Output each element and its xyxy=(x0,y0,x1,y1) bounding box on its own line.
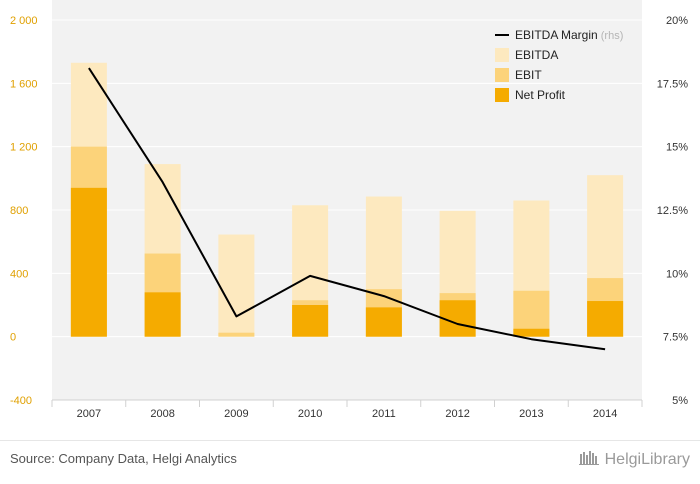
x-tick-label-2012: 2012 xyxy=(445,408,469,420)
brand-logo: HelgiLibrary xyxy=(579,449,690,470)
library-icon xyxy=(579,449,601,470)
bar-net-profit-2011 xyxy=(366,307,402,336)
right-tick-label: 7.5% xyxy=(663,332,688,344)
legend-label-ebitda-margin: EBITDA Margin (rhs) xyxy=(515,28,623,42)
bar-ebit-2009 xyxy=(218,333,254,337)
brand-name: HelgiLibrary xyxy=(605,451,690,469)
bar-net-profit-2007 xyxy=(71,188,107,337)
legend-swatch-ebitda xyxy=(495,48,509,62)
x-tick-label-2010: 2010 xyxy=(298,408,322,420)
source-note: Source: Company Data, Helgi Analytics xyxy=(10,451,237,466)
legend-label-ebit: EBIT xyxy=(515,68,542,82)
right-tick-label: 12.5% xyxy=(657,205,688,217)
right-tick-label: 20% xyxy=(666,15,688,27)
left-tick-label: 800 xyxy=(10,205,28,217)
bar-ebitda-2009 xyxy=(218,235,254,337)
legend-swatch-ebit xyxy=(495,68,509,82)
left-tick-label: 0 xyxy=(10,332,16,344)
footer: Source: Company Data, Helgi Analytics He… xyxy=(0,440,700,484)
bar-net-profit-2010 xyxy=(292,305,328,337)
legend-label-net-profit: Net Profit xyxy=(515,88,566,102)
right-tick-label: 17.5% xyxy=(657,78,688,90)
x-tick-label-2011: 2011 xyxy=(372,408,396,420)
right-tick-label: 15% xyxy=(666,142,688,154)
legend-swatch-net-profit xyxy=(495,88,509,102)
x-tick-label-2013: 2013 xyxy=(519,408,543,420)
legend-note-ebitda-margin: (rhs) xyxy=(598,30,624,42)
x-tick-label-2014: 2014 xyxy=(593,408,617,420)
x-tick-label-2009: 2009 xyxy=(224,408,248,420)
right-tick-label: 5% xyxy=(672,395,688,407)
left-tick-label: 2 000 xyxy=(10,15,38,27)
bar-net-profit-2014 xyxy=(587,301,623,337)
right-tick-label: 10% xyxy=(666,268,688,280)
legend-label-ebitda: EBITDA xyxy=(515,48,558,62)
x-tick-label-2007: 2007 xyxy=(77,408,101,420)
x-axis-ticks: 2007 2008 2009 2010 2011 2012 2013 2014 xyxy=(52,400,642,420)
bar-net-profit-2013 xyxy=(513,329,549,337)
left-axis-ticks: -400 0 400 800 1 200 1 600 2 000 xyxy=(10,15,38,407)
left-tick-label: 400 xyxy=(10,268,28,280)
chart: -400 0 400 800 1 200 1 600 2 000 5% 7.5% 10% 12.5… xyxy=(0,0,700,440)
left-tick-label: -400 xyxy=(10,395,32,407)
bar-net-profit-2008 xyxy=(145,292,181,336)
right-axis-ticks: 5% 7.5% 10% 12.5% 15% 17.5% 20% xyxy=(657,15,688,407)
left-tick-label: 1 600 xyxy=(10,78,38,90)
x-tick-label-2008: 2008 xyxy=(150,408,174,420)
left-tick-label: 1 200 xyxy=(10,142,38,154)
